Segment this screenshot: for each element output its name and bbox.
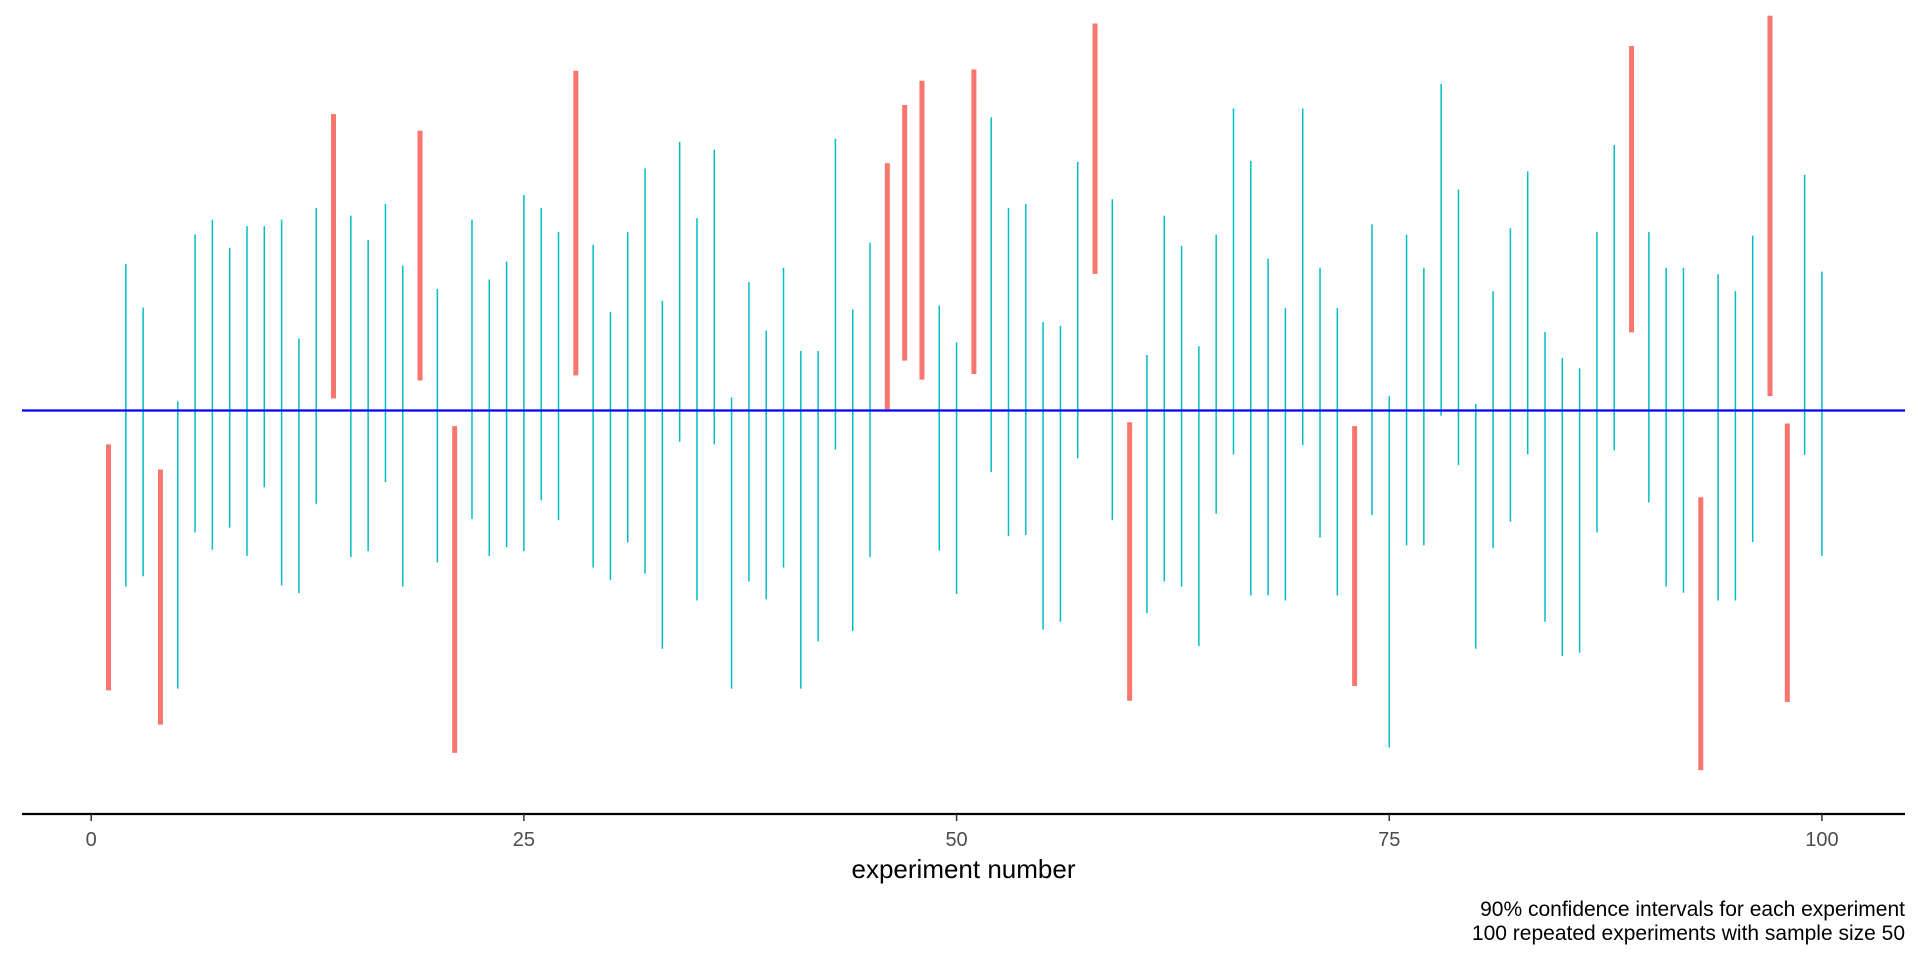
x-tick-label-25: 25: [513, 829, 535, 851]
caption-line-1: 90% confidence intervals for each experi…: [1480, 898, 1905, 921]
x-tick-label-100: 100: [1805, 829, 1838, 851]
x-axis-ticks: 0 25 50 75 100: [86, 814, 1839, 851]
x-tick-label-50: 50: [945, 829, 967, 851]
interval-bars: [106, 15, 1823, 771]
caption-line-2: 100 repeated experiments with sample siz…: [1472, 922, 1905, 945]
x-axis-title: experiment number: [852, 854, 1076, 884]
x-tick-label-0: 0: [86, 829, 97, 851]
x-tick-label-75: 75: [1378, 829, 1400, 851]
